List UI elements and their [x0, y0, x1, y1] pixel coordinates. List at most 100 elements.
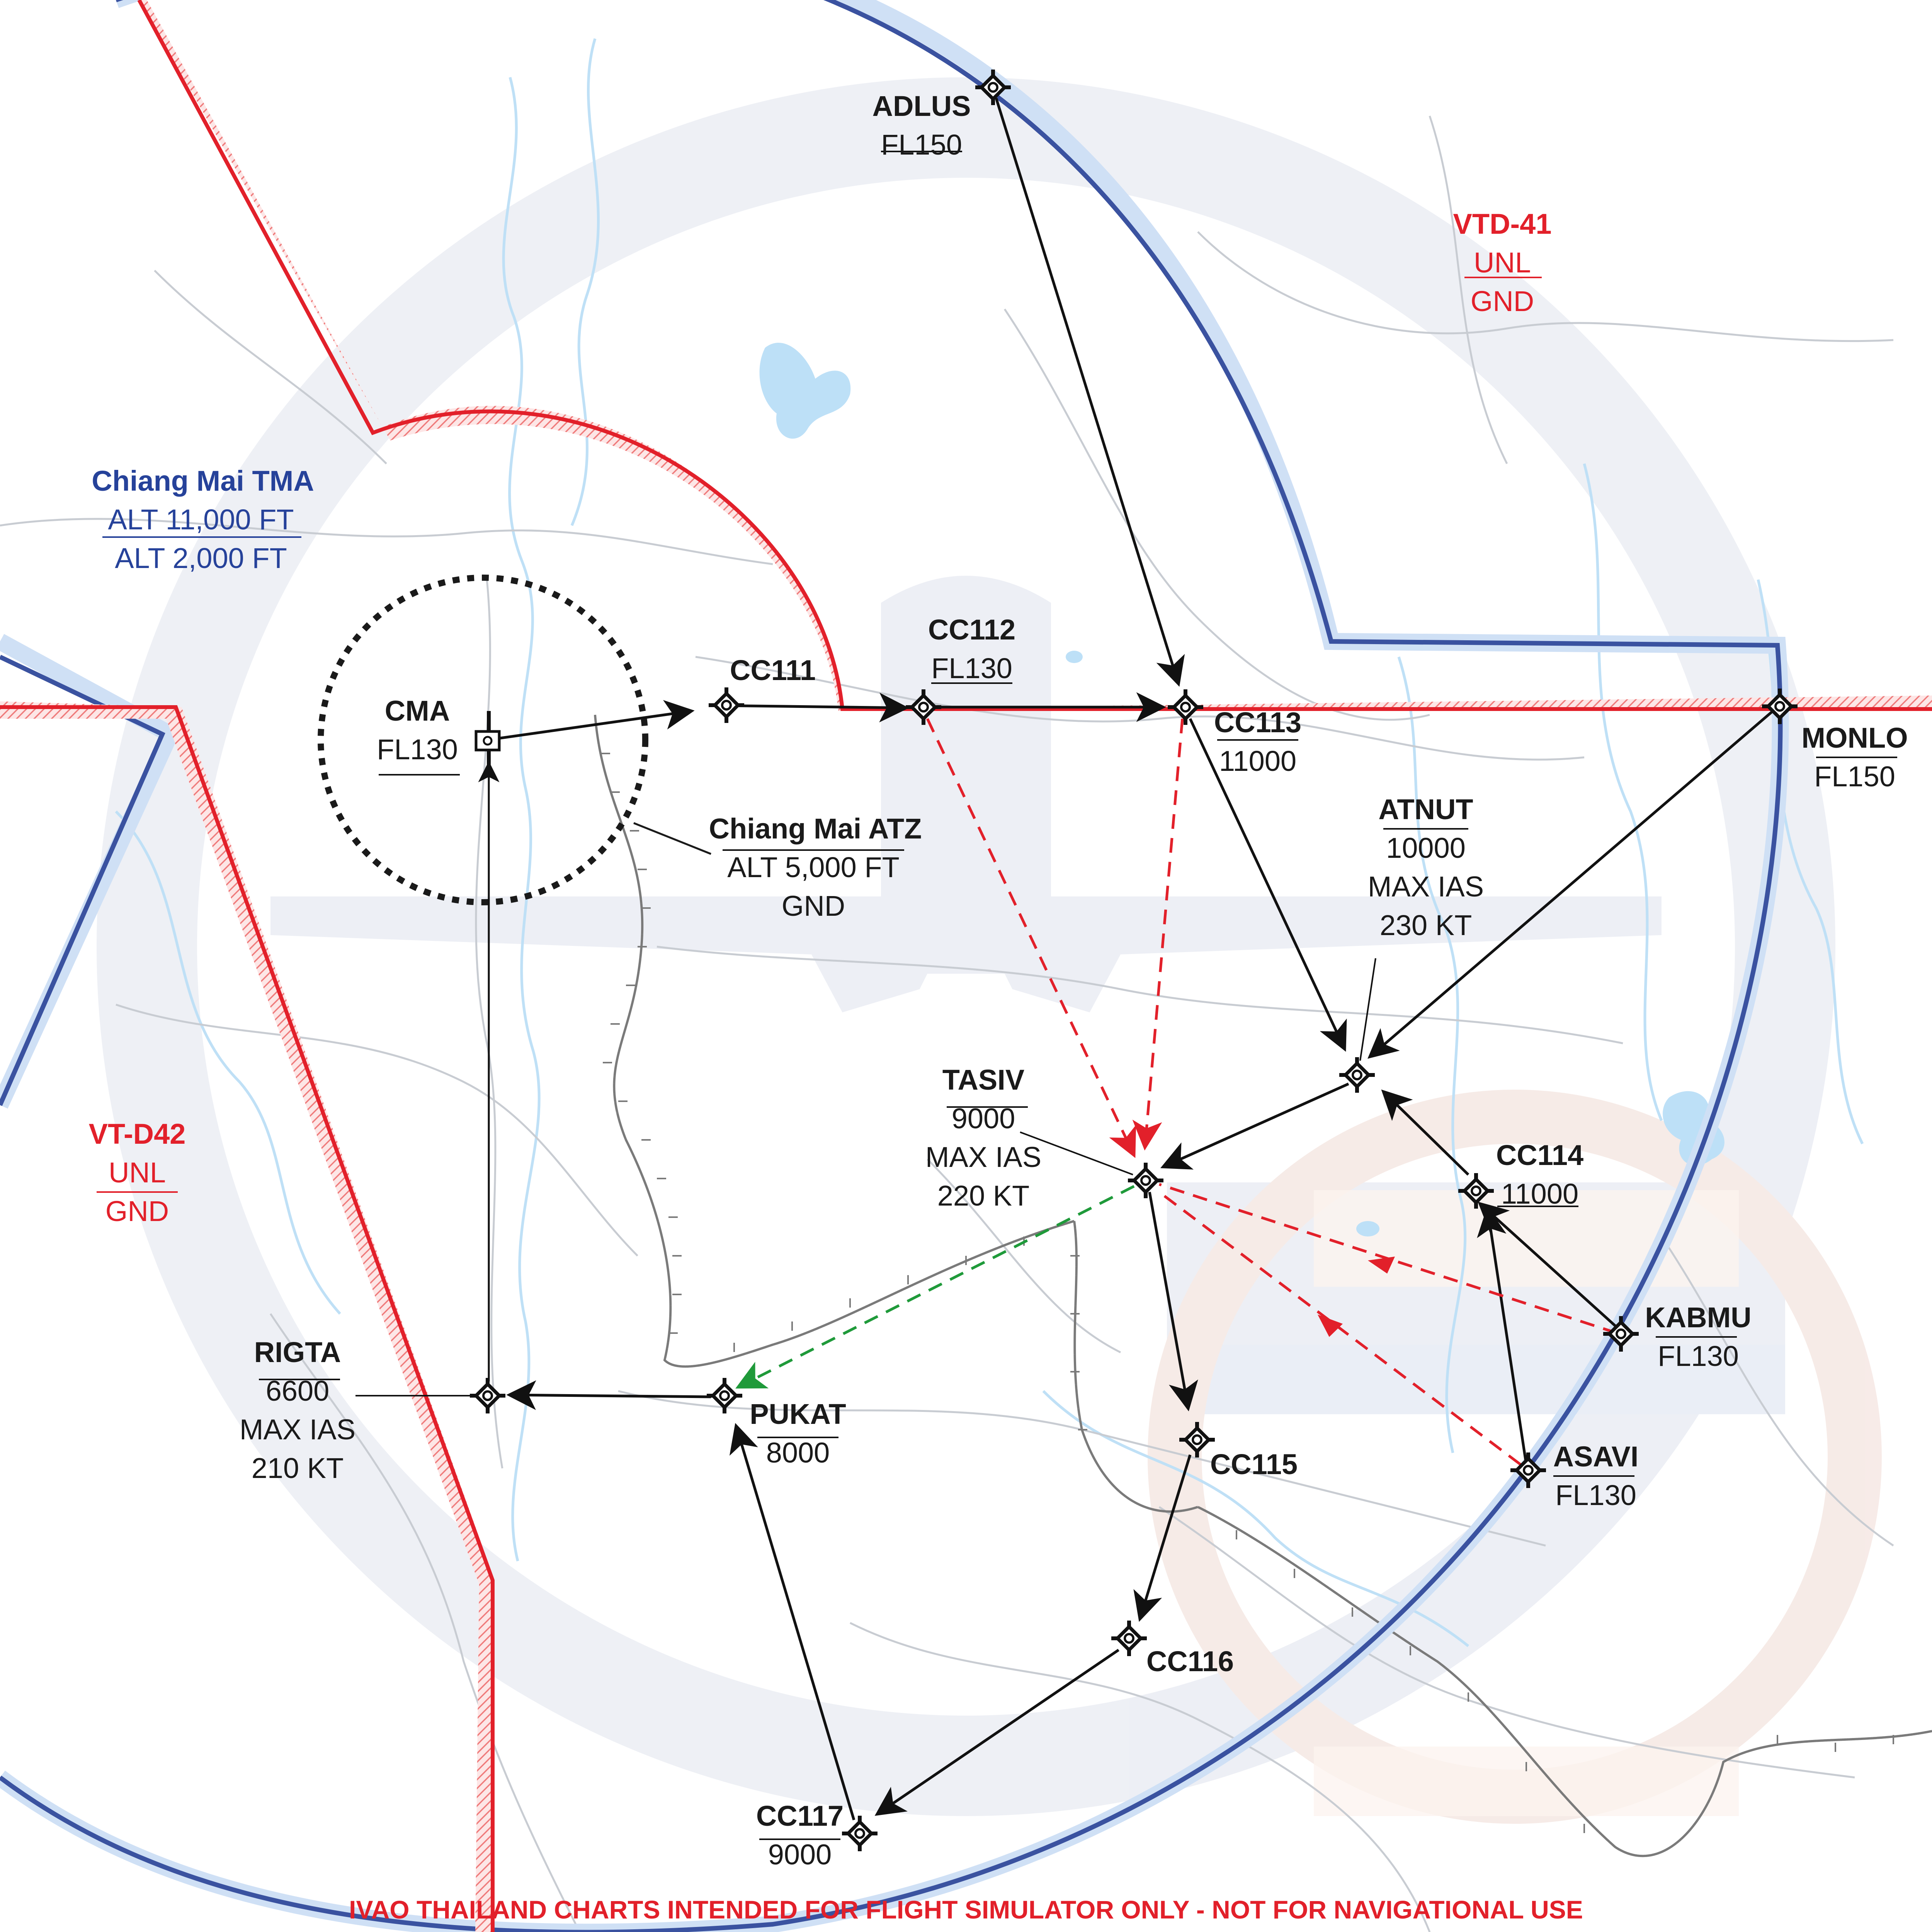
waypoint-altitude: FL130 [1555, 1479, 1636, 1511]
leg-cc115-cc116 [1133, 1454, 1192, 1622]
waypoint-altitude: FL130 [377, 733, 458, 765]
waypoint-name: ATNUT [1378, 793, 1473, 825]
waypoint-altitude: 8000 [766, 1437, 830, 1469]
label-atnut: ATNUT 10000 MAX IAS 230 KT [1368, 793, 1484, 941]
vtd41-upper-limit: UNL [1474, 247, 1531, 279]
atz-boundary [318, 575, 648, 905]
leg-atnut-tasiv [1160, 1082, 1349, 1170]
waypoint-speed-value: 220 KT [937, 1180, 1030, 1212]
waypoint-name: CC116 [1146, 1645, 1234, 1677]
waypoint-name: CMA [385, 695, 450, 727]
arrowhead-kabmu-leg [1368, 1257, 1395, 1274]
vtd42-name: VT-D42 [89, 1118, 186, 1150]
label-cma: CMA FL130 [377, 695, 458, 765]
vtd41-name: VTD-41 [1453, 208, 1552, 240]
leg-cma-cc111 [492, 700, 695, 741]
waypoint-altitude: 11000 [1501, 1178, 1578, 1210]
waypoint-name: CC111 [730, 654, 816, 686]
atz-name: Chiang Mai ATZ [709, 813, 922, 845]
waypoint-altitude: 11000 [1219, 745, 1296, 777]
label-cc113: CC113 11000 [1214, 706, 1301, 777]
waypoint-name: KABMU [1645, 1301, 1751, 1333]
direct-asavi-tasiv [1158, 1191, 1522, 1466]
waypoint-name: MONLO [1801, 722, 1908, 754]
transition-tasiv-pukat [735, 1185, 1135, 1389]
leg-cc117-pukat [729, 1423, 855, 1821]
leg-tasiv-cc115 [1148, 1192, 1198, 1412]
roads [0, 116, 1894, 1932]
leg-adlus-cc113 [995, 97, 1185, 687]
leg-monlo-atnut [1367, 706, 1779, 1059]
waypoint-speed-label: MAX IAS [925, 1141, 1041, 1173]
waypoint-altitude: FL130 [931, 652, 1012, 684]
label-cc112: CC112 FL130 [928, 614, 1015, 684]
waypoint-altitude: 10000 [1386, 832, 1466, 864]
tma-upper-limit: ALT 11,000 FT [108, 503, 294, 536]
waypoint-symbols [470, 70, 1798, 1851]
waypoint-name: PUKAT [750, 1398, 846, 1430]
label-kabmu: KABMU FL130 [1645, 1301, 1751, 1372]
atnut-leader [1359, 958, 1376, 1061]
waypoint-altitude: FL130 [1658, 1340, 1739, 1372]
waypoint-name: TASIV [942, 1064, 1024, 1096]
waypoint-speed-label: MAX IAS [240, 1413, 355, 1446]
label-cc114: CC114 11000 [1496, 1139, 1583, 1210]
standard-legs [492, 97, 1779, 1821]
tma-name: Chiang Mai TMA [92, 465, 314, 497]
leg-asavi-cc114 [1477, 1206, 1528, 1465]
label-tasiv: TASIV 9000 MAX IAS 220 KT [925, 1064, 1041, 1212]
waypoint-name: CC112 [928, 614, 1015, 646]
direct-cc112-tasiv [926, 718, 1136, 1158]
waypoint-altitude: 6600 [266, 1375, 330, 1407]
waypoint-name: CC114 [1496, 1139, 1583, 1171]
waypoint-name: CC117 [756, 1800, 844, 1832]
leg-cc111-cc112 [722, 692, 909, 723]
vtd41-lower-limit: GND [1471, 285, 1534, 317]
label-cc111: CC111 [730, 654, 816, 686]
label-leaders [97, 151, 1897, 1840]
restricted-vtd41-boundary [137, 0, 1932, 711]
waypoint-name: ADLUS [872, 90, 971, 122]
label-cc115: CC115 [1210, 1448, 1298, 1480]
atz-leader [633, 822, 711, 855]
waypoint-speed-value: 230 KT [1380, 909, 1472, 941]
label-monlo: MONLO FL150 [1801, 722, 1908, 793]
restricted-vtd42-boundary [0, 705, 495, 1932]
label-rigta: RIGTA 6600 MAX IAS 210 KT [240, 1336, 355, 1484]
vtd42-lower-limit: GND [105, 1195, 169, 1227]
tasiv-leader [1020, 1131, 1133, 1175]
waypoint-speed-value: 210 KT [252, 1452, 344, 1484]
airspace-labels: Chiang Mai TMA ALT 11,000 FT ALT 2,000 F… [89, 208, 1552, 1227]
tma-boundary [0, 0, 1783, 1932]
waypoint-altitude: 9000 [768, 1838, 832, 1871]
disclaimer-text: IVAO THAILAND CHARTS INTENDED FOR FLIGHT… [349, 1895, 1583, 1924]
leg-cc113-atnut [1189, 718, 1347, 1052]
waypoint-name: CC113 [1214, 706, 1301, 738]
atz-lower-limit: GND [782, 890, 845, 922]
label-cc116: CC116 [1146, 1645, 1234, 1677]
tma-lower-limit: ALT 2,000 FT [115, 542, 287, 574]
label-pukat: PUKAT 8000 [750, 1398, 846, 1469]
waypoint-speed-label: MAX IAS [1368, 871, 1484, 903]
waypoint-name: ASAVI [1553, 1440, 1639, 1473]
waypoint-labels: ADLUS FL150 CMA FL130 CC111 CC112 FL130 … [240, 90, 1908, 1871]
leg-pukat-rigta [506, 1380, 711, 1410]
leg-cc114-atnut [1381, 1089, 1469, 1176]
waypoint-name: CC115 [1210, 1448, 1298, 1480]
leg-cc116-cc117 [874, 1649, 1119, 1816]
watermark-logo [97, 77, 1882, 1824]
label-asavi: ASAVI FL130 [1553, 1440, 1639, 1511]
waypoint-altitude: FL150 [881, 129, 962, 161]
railway-ticks [601, 753, 1894, 1833]
direct-leg-arrows [1318, 1257, 1395, 1337]
arrowhead-asavi-leg [1318, 1315, 1343, 1337]
atz-upper-limit: ALT 5,000 FT [727, 851, 900, 883]
vtd42-upper-limit: UNL [109, 1156, 166, 1189]
label-cc117: CC117 9000 [756, 1800, 844, 1871]
routes [478, 97, 1779, 1821]
label-adlus: ADLUS FL150 [872, 90, 971, 161]
waypoint-altitude: 9000 [952, 1102, 1015, 1134]
